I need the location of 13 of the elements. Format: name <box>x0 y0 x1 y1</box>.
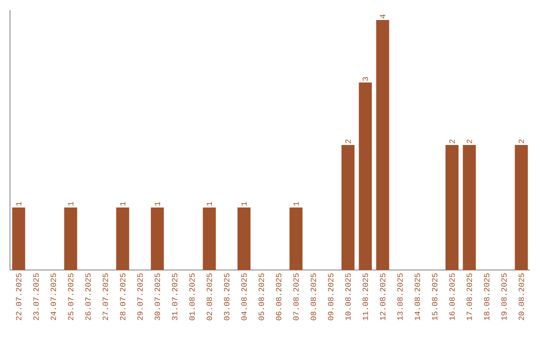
bar <box>202 207 216 270</box>
bar <box>150 207 164 270</box>
bar <box>514 144 528 270</box>
bar <box>238 207 250 270</box>
bar <box>462 144 476 270</box>
bar <box>116 207 130 270</box>
bar <box>446 144 459 270</box>
bar <box>12 207 26 270</box>
bar <box>342 144 355 270</box>
bar <box>290 207 302 270</box>
bar <box>358 82 372 270</box>
bar <box>64 207 78 270</box>
bar <box>376 20 390 270</box>
